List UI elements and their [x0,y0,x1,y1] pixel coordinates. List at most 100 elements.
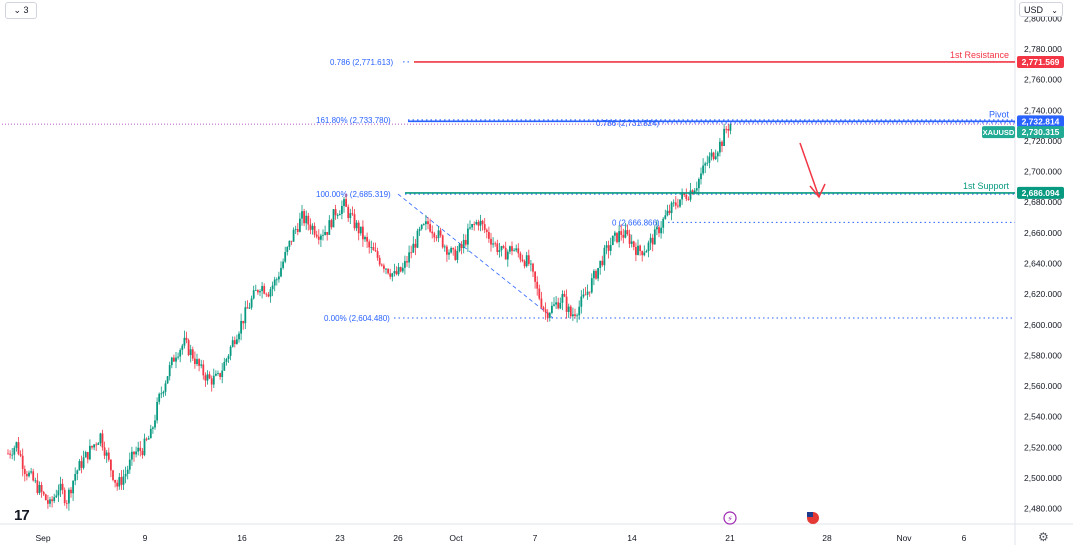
candle-body [569,306,572,317]
candle-body [248,307,251,309]
candle-body [68,489,70,504]
candle-body [217,373,219,374]
candle-body [84,452,87,458]
candle-body [40,484,43,492]
candle-body [292,229,295,242]
candle-body [410,252,413,254]
candle-body [162,391,165,394]
candle-body [397,267,400,275]
candle-body [532,263,534,272]
candle-body [603,247,606,266]
x-tick-label: 21 [725,533,735,543]
candle-body [202,364,205,376]
candle-body [645,251,648,253]
candle-body [551,305,553,313]
candle-body [156,401,158,421]
candle-body [131,451,133,460]
candle-body [170,357,173,366]
x-tick-label: 14 [627,533,637,543]
candle-body [611,235,614,246]
candle-body [708,156,711,163]
candle-body [246,307,249,309]
candle-body [51,499,53,502]
candle-body [49,499,51,504]
chevron-down-icon: ⌄ [1051,6,1058,15]
candle-body [80,461,83,468]
candle-body [86,452,89,460]
candle-body [626,230,629,235]
fib-label: 161.80% (2,733.780) [316,116,391,125]
candle-body [729,124,732,131]
candle-body [672,202,675,204]
candle-body [359,226,362,234]
candle-body [643,252,646,256]
y-tick-label: 2,680.000 [1024,197,1062,207]
candle-body [164,383,167,392]
candle-body [616,232,618,243]
candle-body [485,229,488,232]
candle-body [259,291,261,293]
candle-body [158,393,161,402]
y-tick-label: 2,620.000 [1024,289,1062,299]
candle-body [15,442,18,448]
candle-body [540,298,543,308]
y-tick-label: 2,720.000 [1024,136,1062,146]
down-arrow-icon [799,142,820,198]
candle-body [296,229,299,232]
candle-body [683,193,686,195]
candle-body [324,232,326,235]
candle-body [416,230,419,248]
candle-body [114,479,116,483]
candle-body [311,225,314,230]
flag-canton [807,512,813,517]
candle-body [660,227,662,234]
candle-body [515,248,518,251]
currency-selector[interactable]: USD ⌄ [1019,2,1063,17]
interval-button[interactable]: ⌄ 3 [5,2,37,19]
candle-body [19,454,22,456]
candle-body [177,356,179,358]
candle-body [238,333,240,340]
y-tick-label: 2,760.000 [1024,75,1062,85]
candle-body [72,480,74,494]
candle-body [91,445,93,448]
candle-body [727,128,730,131]
candle-body [196,359,198,364]
candle-body [198,359,200,366]
candle-body [364,236,366,240]
candle-body [698,179,700,189]
candle-body [107,452,110,460]
lightning-icon [723,511,737,525]
candle-body [525,255,528,267]
last-price-tag [1017,126,1064,139]
candle-body [118,477,121,487]
candle-body [712,152,715,160]
candle-body [630,241,633,244]
candle-body [160,393,163,395]
candle-body [42,491,45,495]
fib-label: 100.00% (2,685.319) [316,190,391,199]
candle-body [458,244,461,251]
candle-body [618,231,620,243]
candle-body [496,243,499,252]
candle-body [481,220,484,225]
candle-body [651,237,654,245]
candle-body [511,246,513,252]
candle-body [376,251,379,258]
candle-body [305,215,308,224]
candle-body [57,490,60,496]
candle-body [471,224,473,228]
candle-body [677,205,679,207]
candle-body [240,320,242,334]
candle-body [488,231,490,239]
candle-body [53,497,56,502]
candle-body [271,285,274,290]
gear-icon[interactable]: ⚙ [1038,530,1049,544]
candle-body [313,225,316,235]
candle-body [204,375,207,381]
candle-body [28,472,30,477]
candle-body [702,165,704,174]
candle-body [710,152,713,157]
